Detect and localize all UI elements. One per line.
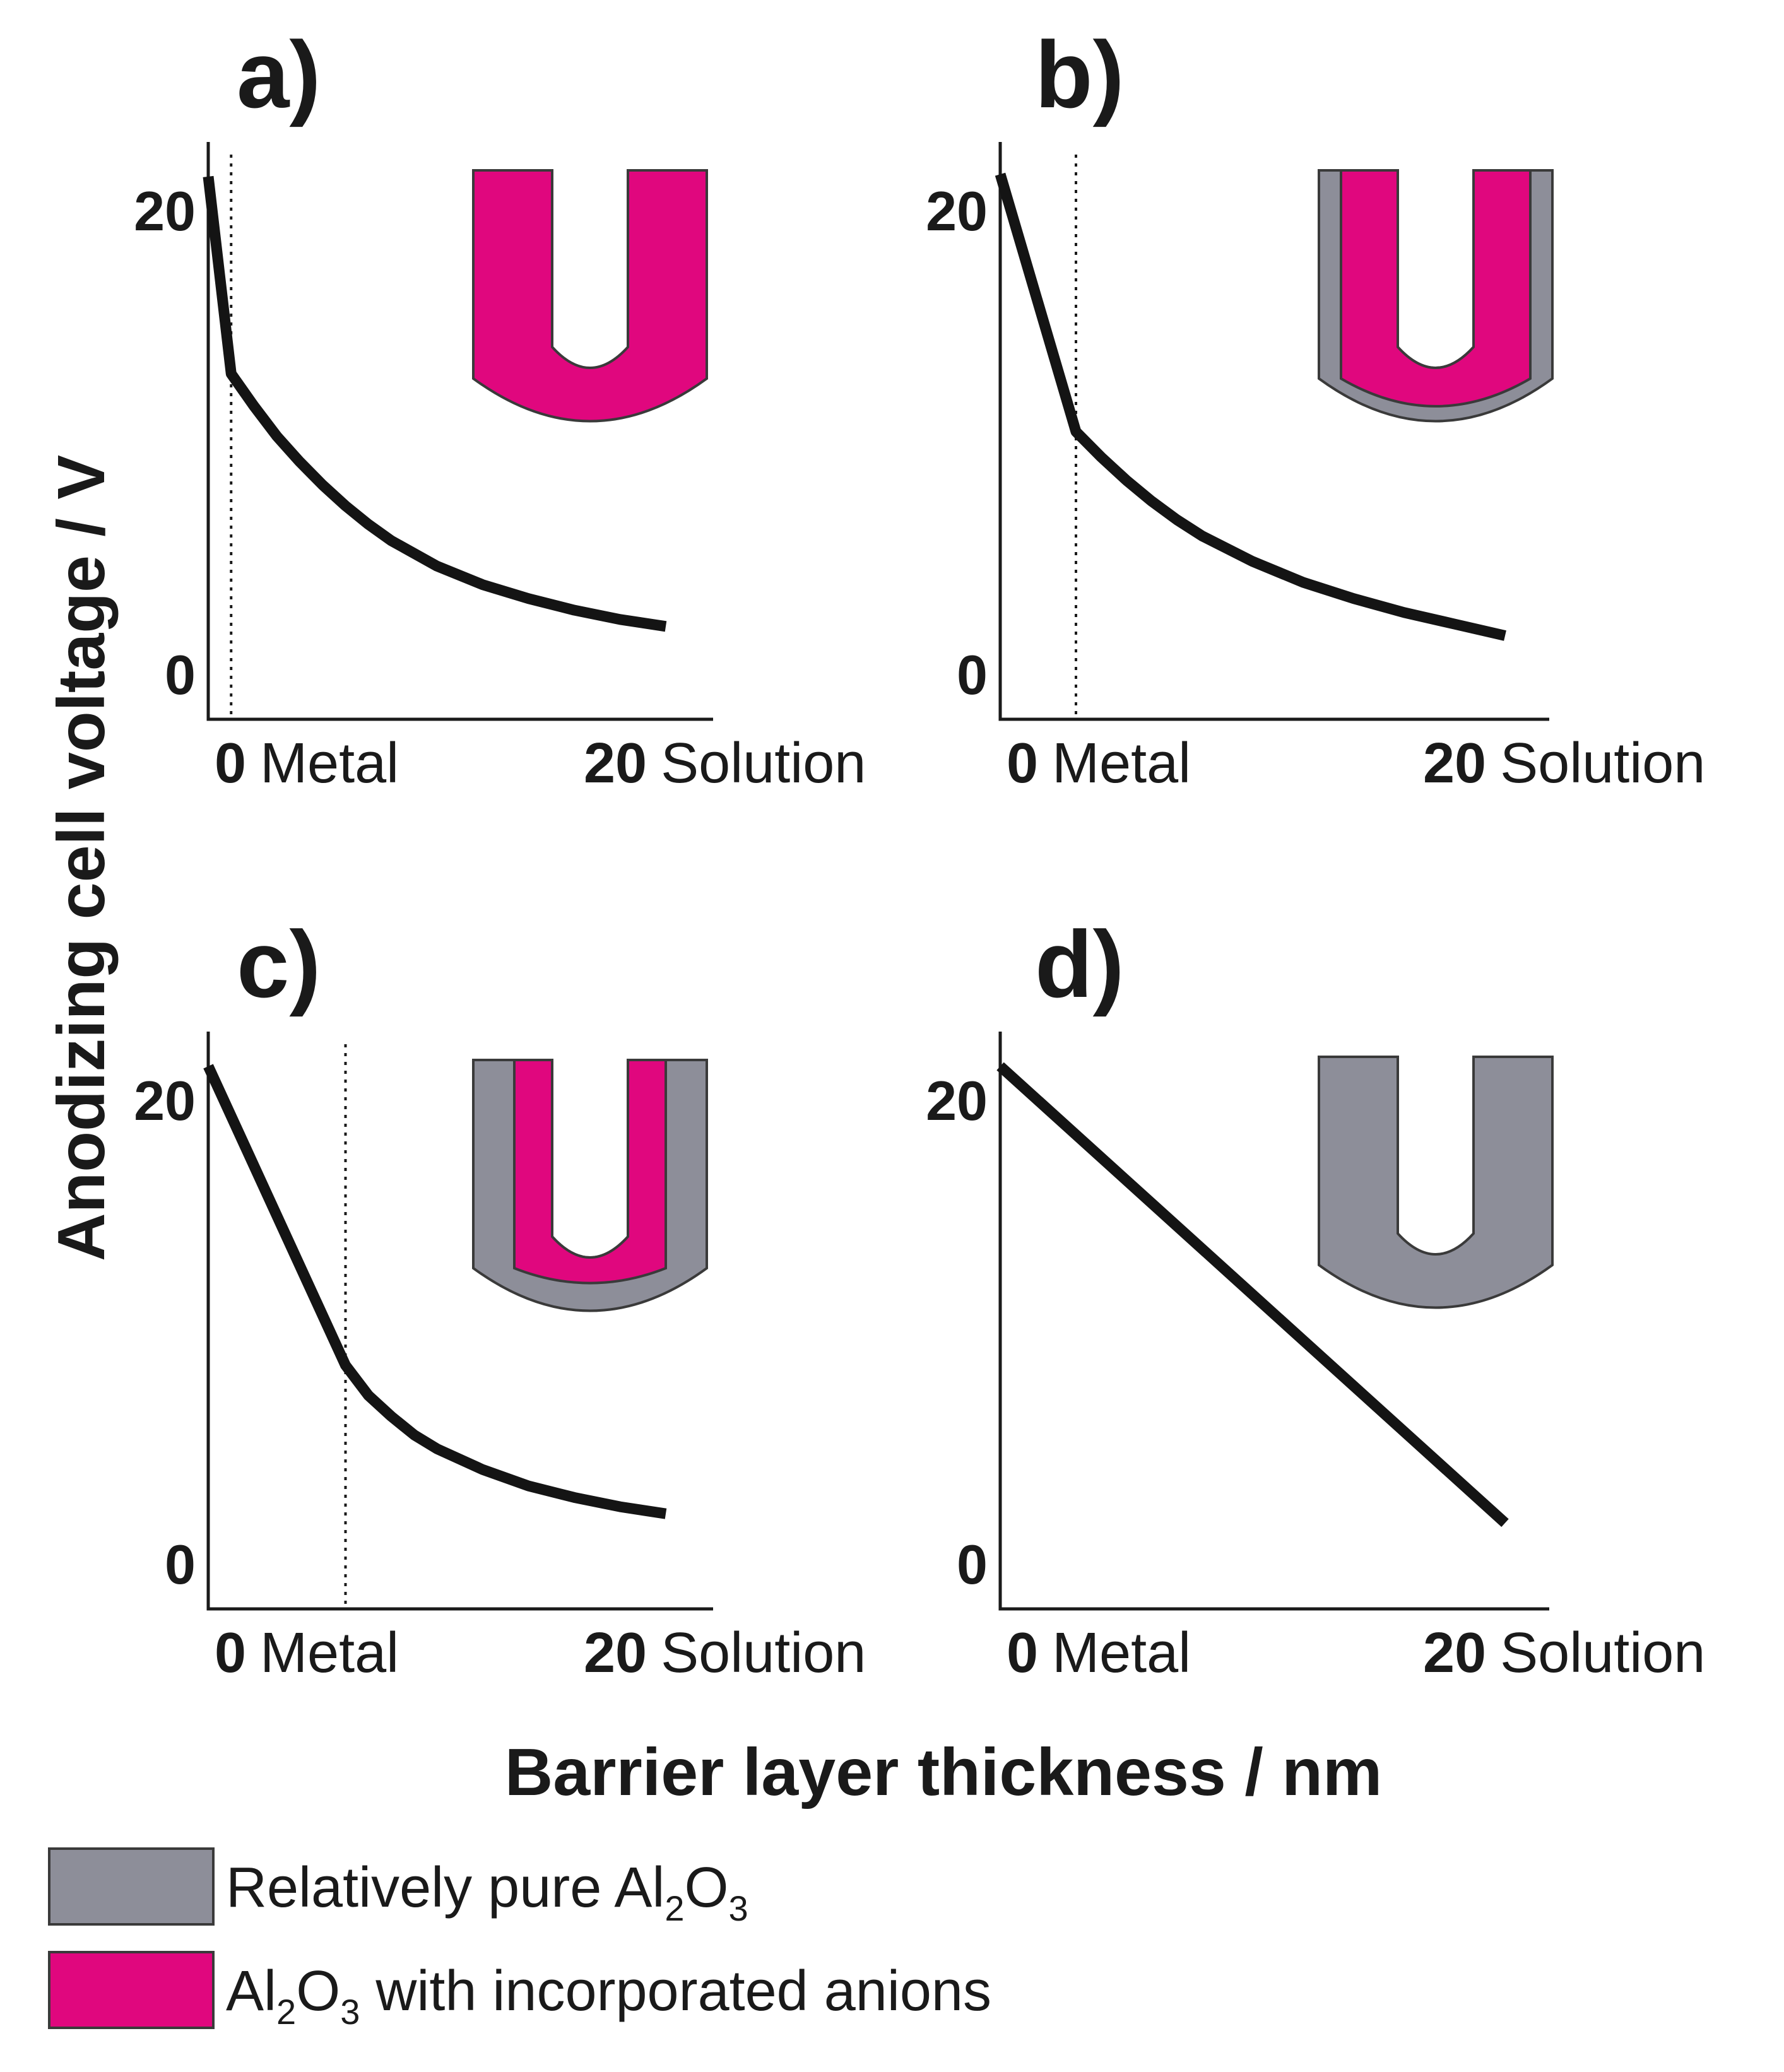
panel-label: b) xyxy=(1035,21,1125,127)
panel-label: d) xyxy=(1035,911,1125,1017)
x-axis-title: Barrier layer thickness / nm xyxy=(505,1735,1382,1810)
y-tick-label: 20 xyxy=(134,180,196,242)
axes xyxy=(998,1032,1549,1611)
y-axis-title: Anodizing cell voltage / V xyxy=(44,455,119,1261)
panel-label: c) xyxy=(237,911,321,1017)
panel-a: a) 20 0 0 Metal 20 Solution xyxy=(134,21,866,795)
x-tick-label-left: 0 Metal xyxy=(215,1622,399,1685)
axes xyxy=(206,1032,713,1611)
x-tick-label-left: 0 Metal xyxy=(1007,732,1191,795)
u-layer-outer xyxy=(472,169,708,423)
legend-swatch-pure xyxy=(48,1847,215,1926)
y-tick-label: 20 xyxy=(134,1069,196,1132)
x-tick-label-left: 0 Metal xyxy=(215,732,399,795)
legend-label-pure: Relatively pure Al2O3 xyxy=(226,1856,748,1928)
axes xyxy=(998,142,1549,721)
y-tick-label: 0 xyxy=(957,644,988,706)
x-tick-label-right: 20 Solution xyxy=(1423,732,1705,795)
panel-d: d) 20 0 0 Metal 20 Solution xyxy=(926,911,1705,1685)
y-tick-label: 20 xyxy=(926,180,988,242)
legend-swatch-anion xyxy=(48,1951,215,2029)
u-layer-inner xyxy=(1340,169,1532,408)
u-layer-inner xyxy=(513,1059,667,1285)
x-tick-label-right: 20 Solution xyxy=(1423,1622,1705,1685)
y-tick-label: 0 xyxy=(957,1533,988,1596)
x-tick-label-right: 20 Solution xyxy=(584,1622,866,1685)
x-tick-label-right: 20 Solution xyxy=(584,732,866,795)
axes xyxy=(206,142,713,721)
voltage-curve xyxy=(995,172,1506,641)
panel-label: a) xyxy=(237,21,321,127)
legend: Relatively pure Al2O3 Al2O3 with incorpo… xyxy=(48,1847,991,2032)
panel-c: c) 20 0 0 Metal 20 Solution xyxy=(134,911,866,1685)
voltage-curve xyxy=(203,175,667,632)
y-tick-label: 0 xyxy=(165,644,196,706)
panel-b: b) 20 0 0 Metal 20 Solution xyxy=(926,21,1705,795)
y-tick-label: 0 xyxy=(165,1533,196,1596)
x-tick-label-left: 0 Metal xyxy=(1007,1622,1191,1685)
u-layer-outer xyxy=(1318,1056,1554,1309)
voltage-curve xyxy=(996,1062,1509,1528)
y-tick-label: 20 xyxy=(926,1069,988,1132)
voltage-curve xyxy=(203,1064,667,1519)
legend-label-anion: Al2O3 with incorporated anions xyxy=(226,1960,991,2032)
